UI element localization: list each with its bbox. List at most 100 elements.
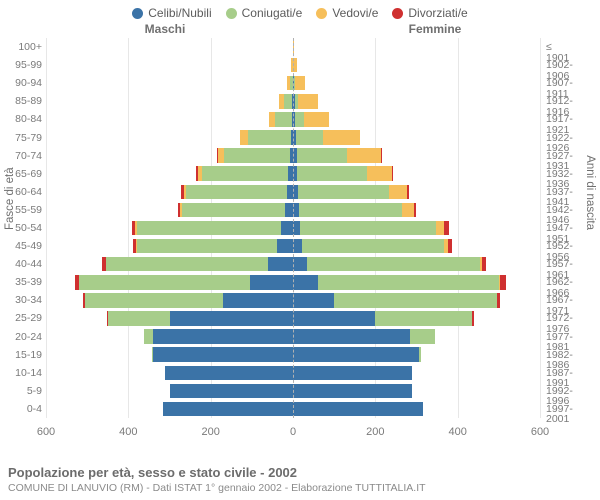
y-tick-age: 10-14 xyxy=(2,368,42,379)
male-half xyxy=(46,402,293,416)
bar-seg-single xyxy=(268,257,293,271)
x-tick-label: 0 xyxy=(290,426,296,438)
bar-seg-single xyxy=(285,203,293,217)
bar-seg-single xyxy=(293,239,302,253)
legend-swatch xyxy=(226,8,237,19)
legend-swatch xyxy=(316,8,327,19)
bar-seg-married xyxy=(296,130,323,144)
bar-seg-widowed xyxy=(347,148,382,162)
y-tick-age: 40-44 xyxy=(2,259,42,270)
bar-seg-widowed xyxy=(367,166,392,180)
bar-seg-single xyxy=(293,275,318,289)
female-half xyxy=(293,148,540,162)
female-half xyxy=(293,166,540,180)
female-half xyxy=(293,112,540,126)
male-half xyxy=(46,311,293,325)
legend-swatch xyxy=(132,8,143,19)
x-tick-label: 200 xyxy=(201,426,219,438)
male-half xyxy=(46,384,293,398)
y-tick-age: 20-24 xyxy=(2,332,42,343)
female-half xyxy=(293,275,540,289)
y-tick-age: 65-69 xyxy=(2,169,42,180)
y-tick-age: 0-4 xyxy=(2,404,42,415)
bar-seg-widowed xyxy=(240,130,248,144)
bar-seg-married xyxy=(79,275,250,289)
bar-seg-widowed xyxy=(295,76,305,90)
bar-seg-married xyxy=(186,185,287,199)
male-half xyxy=(46,166,293,180)
bar-seg-single xyxy=(293,402,423,416)
male-half xyxy=(46,293,293,307)
chart-footer: Popolazione per età, sesso e stato civil… xyxy=(8,465,592,494)
bar-seg-single xyxy=(293,221,300,235)
legend-item: Celibi/Nubili xyxy=(132,6,211,20)
y-tick-age: 95-99 xyxy=(2,60,42,71)
y-tick-age: 30-34 xyxy=(2,295,42,306)
male-half xyxy=(46,94,293,108)
bar-seg-divorced xyxy=(414,203,416,217)
legend-label: Vedovi/e xyxy=(332,6,378,20)
y-tick-age: 60-64 xyxy=(2,187,42,198)
bar-seg-single xyxy=(163,402,293,416)
male-half xyxy=(46,366,293,380)
bar-seg-married xyxy=(300,221,436,235)
bar-seg-divorced xyxy=(381,148,382,162)
bar-seg-married xyxy=(85,293,223,307)
y-tick-age: 70-74 xyxy=(2,151,42,162)
female-half xyxy=(293,293,540,307)
bar-seg-divorced xyxy=(407,185,409,199)
chart-subtitle: COMUNE DI LANUVIO (RM) - Dati ISTAT 1° g… xyxy=(8,482,592,494)
bar-seg-married xyxy=(106,257,269,271)
chart-title: Popolazione per età, sesso e stato civil… xyxy=(8,465,592,480)
bar-seg-single xyxy=(153,347,293,361)
bar-seg-married xyxy=(318,275,499,289)
female-half xyxy=(293,58,540,72)
y-tick-birth: 1947-1951 xyxy=(546,223,573,244)
male-half xyxy=(46,58,293,72)
female-half xyxy=(293,40,540,54)
bar-seg-single xyxy=(250,275,293,289)
female-half xyxy=(293,402,540,416)
bar-seg-widowed xyxy=(298,94,318,108)
bar-seg-married xyxy=(248,130,291,144)
y-axis-title-right: Anni di nascita xyxy=(584,155,596,230)
legend-swatch xyxy=(392,8,403,19)
y-tick-age: 75-79 xyxy=(2,133,42,144)
female-half xyxy=(293,185,540,199)
bar-seg-widowed xyxy=(402,203,414,217)
bar-seg-married xyxy=(295,112,304,126)
bar-seg-married xyxy=(137,221,281,235)
bar-seg-widowed xyxy=(436,221,444,235)
y-tick-age: 55-59 xyxy=(2,205,42,216)
x-tick-label: 600 xyxy=(37,426,55,438)
male-half xyxy=(46,329,293,343)
male-half xyxy=(46,221,293,235)
bar-seg-married xyxy=(182,203,285,217)
y-tick-age: 85-89 xyxy=(2,96,42,107)
male-half xyxy=(46,148,293,162)
bar-seg-single xyxy=(293,293,334,307)
bar-seg-divorced xyxy=(497,293,500,307)
male-half xyxy=(46,40,293,54)
bar-seg-widowed xyxy=(304,112,329,126)
bar-seg-married xyxy=(307,257,480,271)
bar-seg-married xyxy=(275,112,291,126)
female-half xyxy=(293,329,540,343)
bar-seg-married xyxy=(298,185,389,199)
legend-label: Divorziati/e xyxy=(408,6,467,20)
x-tick-label: 200 xyxy=(366,426,384,438)
y-tick-age: 100+ xyxy=(2,42,42,53)
x-tick-label: 400 xyxy=(448,426,466,438)
bar-seg-divorced xyxy=(482,257,486,271)
bar-seg-married xyxy=(299,203,402,217)
x-tick-label: 600 xyxy=(531,426,549,438)
bar-seg-married xyxy=(224,148,290,162)
female-half xyxy=(293,384,540,398)
y-tick-birth: 1997-2001 xyxy=(546,404,573,425)
legend: Celibi/NubiliConiugati/eVedovi/eDivorzia… xyxy=(0,0,600,20)
pyramid-chart: 60040020002004006000-41997-20015-91992-1… xyxy=(46,38,540,438)
legend-label: Celibi/Nubili xyxy=(148,6,211,20)
female-half xyxy=(293,239,540,253)
bar-seg-single xyxy=(223,293,293,307)
bar-seg-widowed xyxy=(389,185,408,199)
